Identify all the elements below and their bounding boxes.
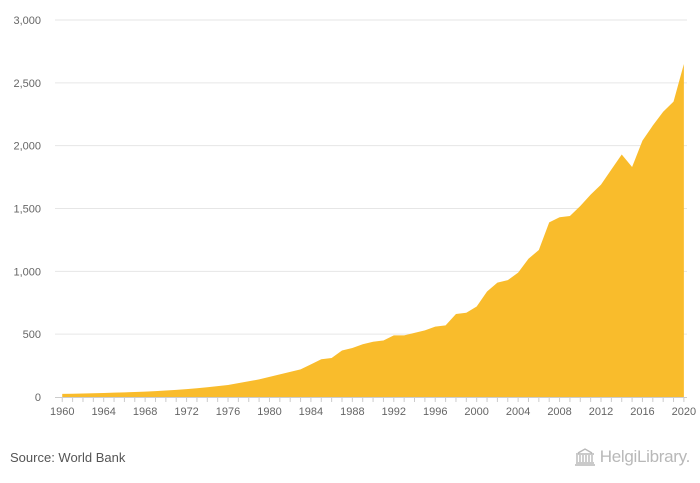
y-tick-label: 3,000: [13, 15, 41, 27]
helgi-library-logo: Helgi Library.: [574, 447, 690, 467]
logo-text-helgi: Helgi: [599, 447, 638, 466]
logo-text-library: Library.: [636, 447, 690, 466]
x-tick-label: 2008: [547, 406, 571, 418]
y-tick-label: 1,500: [13, 204, 41, 216]
x-tick-label: 2012: [589, 406, 613, 418]
x-tick-label: 1968: [133, 406, 157, 418]
y-tick-label: 1,000: [13, 266, 41, 278]
y-axis-tick-labels: 0 500 1,000 1,500 2,000 2,500 3,000: [13, 15, 41, 404]
x-tick-label: 1960: [50, 406, 74, 418]
y-tick-label: 2,500: [13, 78, 41, 90]
x-tick-label: 1980: [257, 406, 281, 418]
y-tick-label: 500: [23, 329, 41, 341]
y-tick-label: 0: [35, 392, 41, 404]
x-tick-label: 1984: [299, 406, 323, 418]
library-building-icon: [574, 448, 595, 466]
x-tick-label: 1996: [423, 406, 447, 418]
x-tick-label: 2000: [464, 406, 488, 418]
x-tick-label: 1972: [174, 406, 198, 418]
x-tick-label: 1992: [382, 406, 406, 418]
x-tick-label: 2020: [672, 406, 696, 418]
data-area: [62, 63, 684, 397]
x-tick-label: 1976: [216, 406, 240, 418]
x-tick-label: 1988: [340, 406, 364, 418]
source-note: Source: World Bank: [10, 450, 126, 465]
x-tick-label: 2016: [630, 406, 654, 418]
area-chart: 1960 1964 1968 1972 1976 1980 1984 1988 1992 1996…: [13, 15, 696, 418]
y-tick-label: 2,000: [13, 141, 41, 153]
x-tick-label: 1964: [91, 406, 115, 418]
x-axis: 1960 1964 1968 1972 1976 1980 1984 1988 1992 1996…: [50, 397, 696, 418]
x-tick-label: 2004: [506, 406, 530, 418]
